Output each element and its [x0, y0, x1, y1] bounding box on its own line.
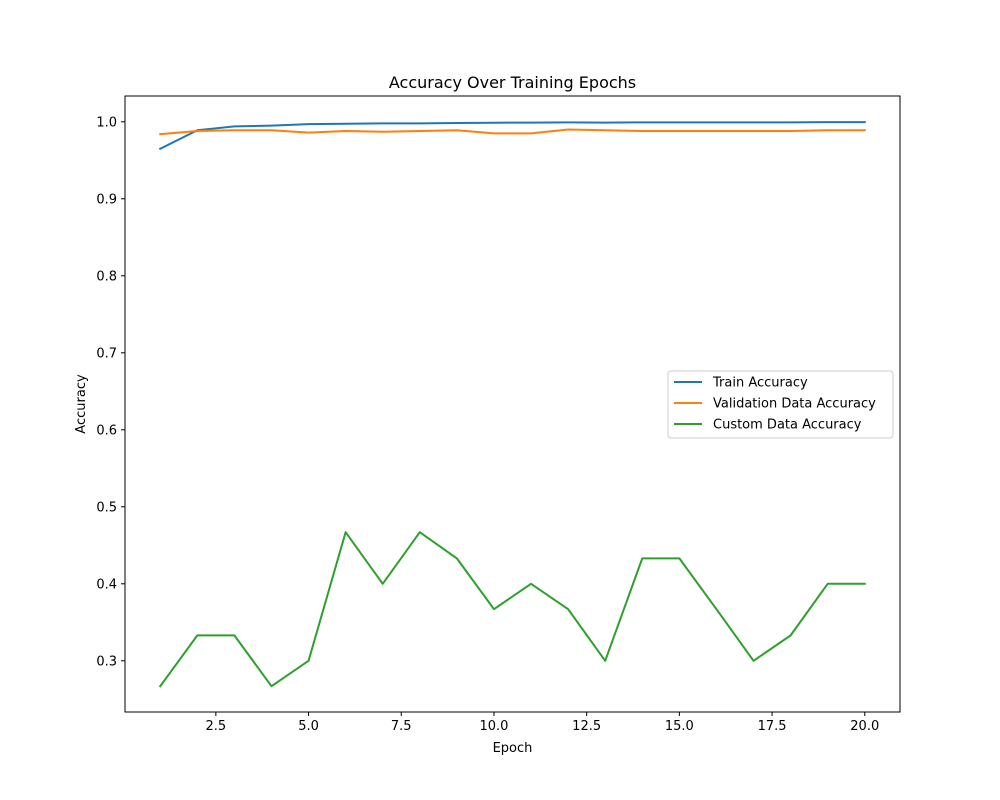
legend-frame: [667, 370, 894, 439]
legend-label: Validation Data Accuracy: [713, 397, 876, 412]
series-layer: [158, 121, 866, 688]
x-axis-label: Epoch: [493, 741, 533, 756]
y-tick-label: 0.3: [96, 654, 117, 669]
x-tick-label: 10.0: [479, 719, 508, 734]
y-tick-label: 0.5: [96, 500, 117, 515]
legend-label: Custom Data Accuracy: [713, 418, 862, 433]
y-tick-label: 0.8: [96, 269, 117, 284]
y-tick-label: 0.9: [96, 192, 117, 207]
plot-area-frame: [124, 95, 901, 713]
y-tick-label: 1.0: [96, 115, 117, 130]
y-axis: 0.3 0.4 0.5 0.6 0.7 0.8 0.9 1.0: [96, 115, 125, 669]
series-line-train-accuracy: [158, 121, 866, 151]
x-tick-label: 12.5: [572, 719, 601, 734]
y-axis-label: Accuracy: [74, 374, 89, 434]
series-line-validation-data-accuracy: [159, 128, 866, 136]
x-tick-label: 15.0: [665, 719, 694, 734]
y-tick-label: 0.4: [96, 577, 117, 592]
x-tick-label: 17.5: [758, 719, 787, 734]
chart-title: Accuracy Over Training Epochs: [389, 73, 636, 92]
x-tick-label: 7.5: [391, 719, 412, 734]
y-tick-label: 0.6: [96, 423, 117, 438]
legend-label: Train Accuracy: [712, 376, 808, 391]
legend: Train Accuracy Validation Data Accuracy Cu…: [667, 370, 894, 439]
x-tick-label: 2.5: [206, 719, 227, 734]
y-tick-label: 0.7: [96, 346, 117, 361]
x-tick-label: 20.0: [850, 719, 879, 734]
x-tick-label: 5.0: [298, 719, 319, 734]
x-axis: 2.5 5.0 7.5 10.0 12.5 15.0 17.5 20.0: [206, 712, 879, 734]
series-line-custom-data-accuracy: [158, 531, 866, 688]
